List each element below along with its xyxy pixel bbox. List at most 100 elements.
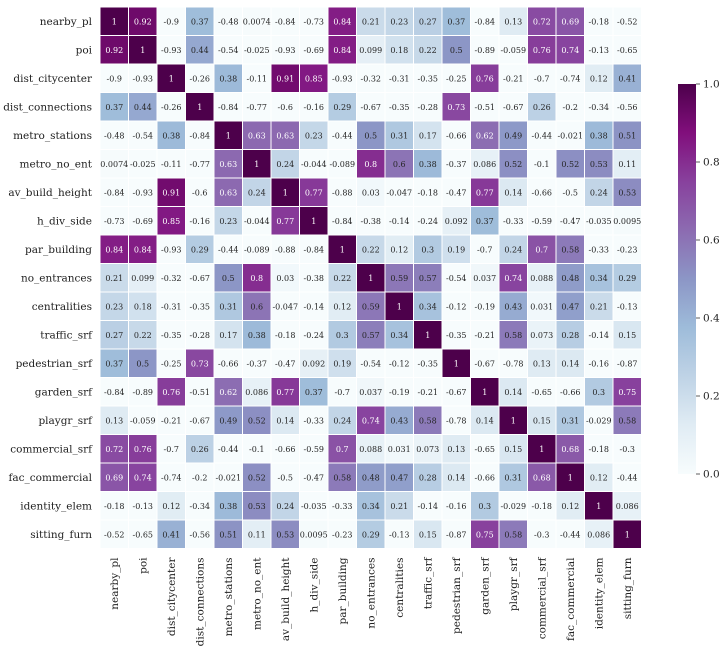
cell-value-label: -0.66 bbox=[531, 188, 552, 197]
cell-value-label: 0.34 bbox=[362, 502, 380, 511]
cell-value-label: 1 bbox=[254, 160, 259, 169]
cell-value-label: -0.44 bbox=[218, 445, 239, 454]
heatmap-cell bbox=[213, 377, 243, 407]
cell-value-label: -0.089 bbox=[244, 245, 270, 254]
heatmap-cell bbox=[384, 348, 414, 378]
heatmap-cell bbox=[555, 92, 585, 122]
heatmap-cell bbox=[498, 120, 528, 150]
cell-value-label: -0.54 bbox=[218, 46, 239, 55]
cell-value-label: 0.29 bbox=[362, 530, 380, 539]
cell-value-label: -0.33 bbox=[303, 416, 324, 425]
heatmap-cell bbox=[327, 92, 357, 122]
cell-value-label: -0.89 bbox=[474, 46, 495, 55]
row-label: nearby_pl bbox=[40, 16, 93, 28]
heatmap-cell bbox=[612, 177, 642, 207]
cell-value-label: 0.23 bbox=[390, 17, 408, 26]
cell-value-label: 1 bbox=[140, 46, 145, 55]
cell-value-label: -0.26 bbox=[161, 103, 182, 112]
heatmap-cell bbox=[356, 491, 386, 521]
cell-value-label: -0.59 bbox=[303, 445, 324, 454]
cell-value-label: 0.73 bbox=[447, 103, 465, 112]
cell-value-label: 0.58 bbox=[419, 416, 437, 425]
heatmap-cell bbox=[584, 405, 614, 435]
cell-value-label: 0.24 bbox=[276, 160, 294, 169]
heatmap-cell bbox=[555, 177, 585, 207]
cell-value-label: -0.34 bbox=[189, 502, 210, 511]
cell-value-label: -0.65 bbox=[474, 445, 495, 454]
heatmap-cell bbox=[242, 519, 272, 549]
cell-value-label: -0.6 bbox=[192, 188, 207, 197]
heatmap-cell bbox=[299, 263, 329, 293]
heatmap-cell bbox=[213, 291, 243, 321]
column-label: traffic_srf bbox=[422, 556, 434, 609]
cell-value-label: -0.1 bbox=[249, 445, 264, 454]
cell-value-label: -0.35 bbox=[189, 302, 210, 311]
heatmap-cell bbox=[299, 63, 329, 93]
cell-value-label: 0.44 bbox=[191, 46, 209, 55]
row-label: par_building bbox=[25, 244, 92, 256]
cell-value-label: -0.14 bbox=[389, 217, 410, 226]
cell-value-label: 0.24 bbox=[333, 416, 351, 425]
cell-value-label: 0.15 bbox=[419, 530, 437, 539]
heatmap-cell bbox=[612, 377, 642, 407]
cell-value-label: -0.9 bbox=[164, 17, 179, 26]
cell-value-label: -0.84 bbox=[303, 245, 324, 254]
heatmap-cell bbox=[128, 149, 158, 179]
cell-value-label: -0.56 bbox=[189, 530, 210, 539]
heatmap-cell bbox=[584, 291, 614, 321]
cell-value-label: -0.14 bbox=[588, 331, 609, 340]
heatmap-cell bbox=[356, 377, 386, 407]
cell-value-label: -0.77 bbox=[246, 103, 267, 112]
heatmap-cell bbox=[185, 462, 215, 492]
heatmap-cell bbox=[270, 291, 300, 321]
cell-value-label: 0.17 bbox=[219, 331, 237, 340]
cell-value-label: 0.37 bbox=[447, 17, 465, 26]
cell-value-label: -0.44 bbox=[332, 131, 353, 140]
cell-value-label: 0.63 bbox=[276, 131, 294, 140]
cell-value-label: 1 bbox=[197, 103, 202, 112]
cell-value-label: 0.18 bbox=[134, 302, 152, 311]
cell-value-label: 0.3 bbox=[592, 388, 605, 397]
cell-value-label: -0.044 bbox=[301, 160, 327, 169]
cell-value-label: -0.47 bbox=[303, 473, 324, 482]
heatmap-cell bbox=[185, 377, 215, 407]
cell-value-label: 0.5 bbox=[364, 131, 377, 140]
cell-value-label: 0.5 bbox=[450, 46, 463, 55]
heatmap-cell bbox=[555, 149, 585, 179]
cell-value-label: 0.84 bbox=[333, 46, 351, 55]
cell-value-label: 0.088 bbox=[359, 445, 382, 454]
heatmap-cell bbox=[128, 263, 158, 293]
cell-value-label: 0.77 bbox=[276, 217, 294, 226]
cell-value-label: -0.54 bbox=[132, 131, 153, 140]
cell-value-label: -0.2 bbox=[192, 473, 207, 482]
cell-value-label: 0.13 bbox=[105, 416, 123, 425]
cell-value-label: 0.099 bbox=[359, 46, 382, 55]
cell-value-label: 0.12 bbox=[590, 74, 608, 83]
cell-value-label: 0.27 bbox=[419, 17, 437, 26]
cell-value-label: 0.8 bbox=[364, 160, 377, 169]
heatmap-cell bbox=[99, 177, 129, 207]
cell-value-label: -0.47 bbox=[560, 217, 581, 226]
heatmap-cell bbox=[612, 92, 642, 122]
cell-value-label: -0.35 bbox=[161, 331, 182, 340]
heatmap-cell bbox=[384, 92, 414, 122]
cell-value-label: -0.029 bbox=[500, 502, 526, 511]
heatmap-cell bbox=[584, 348, 614, 378]
cell-annotations: 1 0.92 -0.9 0.37 -0.48 0.0074 -0.84 -0.73 0.84 0.… bbox=[100, 17, 641, 539]
heatmap-cell bbox=[185, 35, 215, 65]
cell-value-label: 0.37 bbox=[476, 217, 494, 226]
cell-value-label: 0.37 bbox=[191, 17, 209, 26]
cell-value-label: -0.66 bbox=[474, 473, 495, 482]
cell-value-label: -0.84 bbox=[474, 17, 495, 26]
heatmap-cell bbox=[128, 92, 158, 122]
cell-value-label: 0.8 bbox=[250, 274, 263, 283]
heatmap-cell bbox=[498, 149, 528, 179]
cell-value-label: 1 bbox=[169, 74, 174, 83]
cell-value-label: -0.19 bbox=[389, 388, 410, 397]
cell-value-label: 0.38 bbox=[248, 331, 266, 340]
heatmap-cell bbox=[213, 263, 243, 293]
cell-value-label: -0.35 bbox=[446, 331, 467, 340]
heatmap-cell bbox=[213, 120, 243, 150]
heatmap-cell bbox=[356, 6, 386, 36]
row-label: poi bbox=[76, 44, 93, 56]
